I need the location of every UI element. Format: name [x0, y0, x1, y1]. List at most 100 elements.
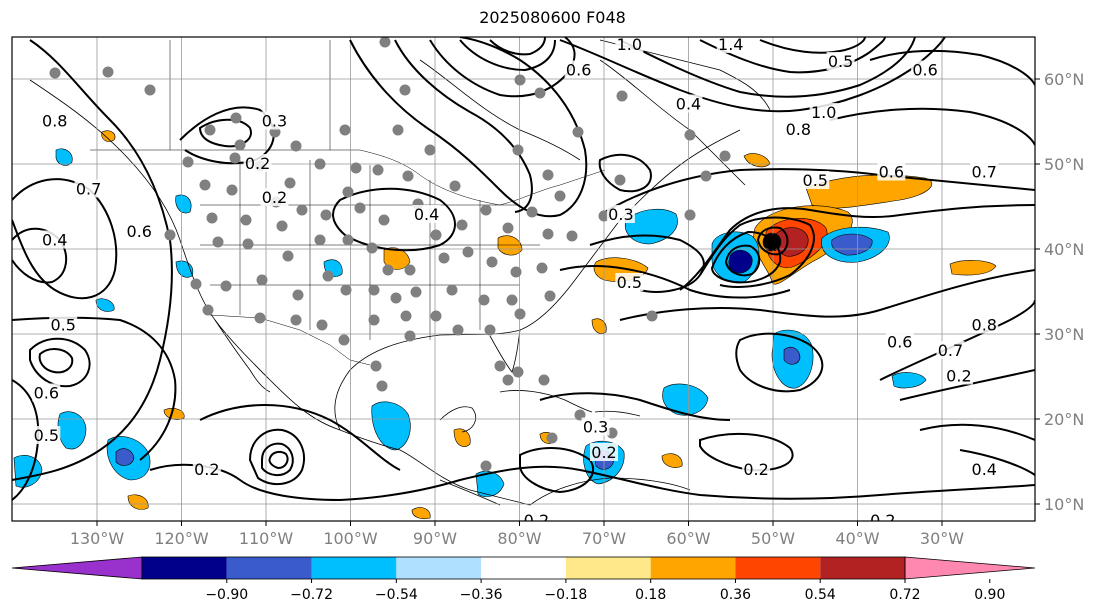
contour-line	[199, 404, 401, 471]
contour-line	[29, 337, 91, 388]
station-dot	[220, 280, 232, 292]
station-dot	[212, 236, 224, 248]
station-dot	[320, 209, 332, 221]
contour-label-bg	[49, 315, 78, 334]
coast-hispaniola	[594, 410, 641, 417]
contour-line	[699, 37, 886, 74]
station-dot	[480, 460, 492, 472]
station-dot	[684, 129, 696, 141]
station-dot	[290, 314, 302, 326]
contour-line	[710, 230, 782, 284]
station-dot	[480, 204, 492, 216]
contour-label: 0.4	[972, 460, 997, 479]
contour-label-bg	[40, 230, 69, 249]
station-dot	[424, 144, 436, 156]
station-dot	[296, 204, 308, 216]
station-dot	[366, 242, 378, 254]
contour-label: 0.8	[786, 120, 811, 139]
contour-label-bg	[936, 341, 965, 359]
contour-label-bg	[809, 103, 838, 121]
contour-label: 0.5	[34, 426, 59, 445]
contour-label-bg	[970, 315, 999, 334]
colorbar-tick-label: 0.90	[974, 587, 1005, 603]
station-dot	[506, 294, 518, 306]
contour-label: 0.2	[591, 443, 616, 462]
station-dot	[282, 250, 294, 262]
contour-label: 0.2	[262, 188, 287, 207]
contour-label: 0.2	[524, 511, 549, 530]
contour-line	[489, 37, 546, 56]
lon-tick-label: 40°W	[835, 529, 879, 548]
lon-tick-label: 120°W	[154, 529, 209, 548]
colorbar-tick-label: 0.54	[805, 587, 836, 603]
contour-label: 0.5	[803, 171, 828, 190]
colorbar-segment	[650, 557, 736, 579]
coast-cuba	[499, 390, 593, 413]
station-dot	[514, 74, 526, 86]
coast-baja	[214, 319, 271, 393]
contour-label: 0.7	[938, 341, 963, 360]
colorbar-segment	[311, 557, 397, 579]
contour-label: 0.7	[972, 163, 997, 182]
contour-label-bg	[784, 120, 813, 138]
station-dot	[314, 234, 326, 246]
contour-label-bg	[32, 383, 61, 402]
station-dot	[410, 286, 422, 298]
contour-label-bg	[260, 111, 289, 130]
contour-line	[724, 244, 761, 277]
colorbar-tick-label: −0.54	[375, 587, 418, 603]
station-dot	[452, 324, 464, 336]
station-dot	[322, 270, 334, 282]
station-dot	[256, 274, 268, 286]
station-dot	[512, 144, 524, 156]
contour-label-bg	[970, 162, 999, 181]
map-background	[12, 37, 1035, 521]
station-dot	[376, 380, 388, 392]
contour-line	[459, 39, 556, 72]
colorbar-segment	[481, 557, 566, 579]
station-dot	[340, 284, 352, 296]
station-dot	[102, 66, 114, 78]
contour-label-bg	[826, 52, 855, 70]
contour-label: 0.3	[583, 418, 608, 437]
contour-line	[12, 178, 118, 300]
contour-label: 0.7	[76, 180, 101, 199]
contour-label: 0.4	[676, 95, 701, 114]
contour-label-bg	[32, 426, 61, 444]
station-dot	[554, 190, 566, 202]
station-dot	[202, 304, 214, 316]
station-dot	[404, 264, 416, 276]
station-dot	[399, 84, 411, 96]
contour-label-bg	[944, 366, 973, 385]
station-dot	[370, 360, 382, 372]
lat-tick-label: 60°N	[1044, 70, 1084, 89]
station-dot	[494, 360, 506, 372]
contour-label-bg	[74, 179, 103, 198]
lon-tick-label: 110°W	[239, 529, 294, 548]
station-dot	[538, 374, 550, 386]
station-dot	[449, 180, 461, 192]
station-dot	[229, 152, 241, 164]
contour-line	[879, 299, 1035, 381]
contour-label: 1.0	[617, 35, 642, 54]
contour-label-bg	[970, 460, 999, 478]
station-dot	[542, 169, 554, 181]
station-dot	[544, 290, 556, 302]
contour-label: 0.2	[194, 460, 219, 479]
contour-label-bg	[522, 511, 551, 521]
shade-navy-west	[728, 249, 753, 274]
contour-label-bg	[581, 417, 610, 436]
station-dot	[144, 84, 156, 96]
station-dot	[392, 124, 404, 136]
station-dot	[292, 289, 304, 301]
station-dots	[49, 37, 731, 472]
station-dot	[230, 112, 242, 124]
station-dot	[378, 214, 390, 226]
coast-yucatan	[439, 406, 476, 433]
station-dot	[684, 209, 696, 221]
station-dot	[546, 432, 558, 444]
contour-label: 0.6	[127, 222, 152, 241]
station-dot	[572, 126, 584, 138]
colorbar-segment	[820, 557, 905, 579]
contour-label: 0.2	[245, 154, 270, 173]
